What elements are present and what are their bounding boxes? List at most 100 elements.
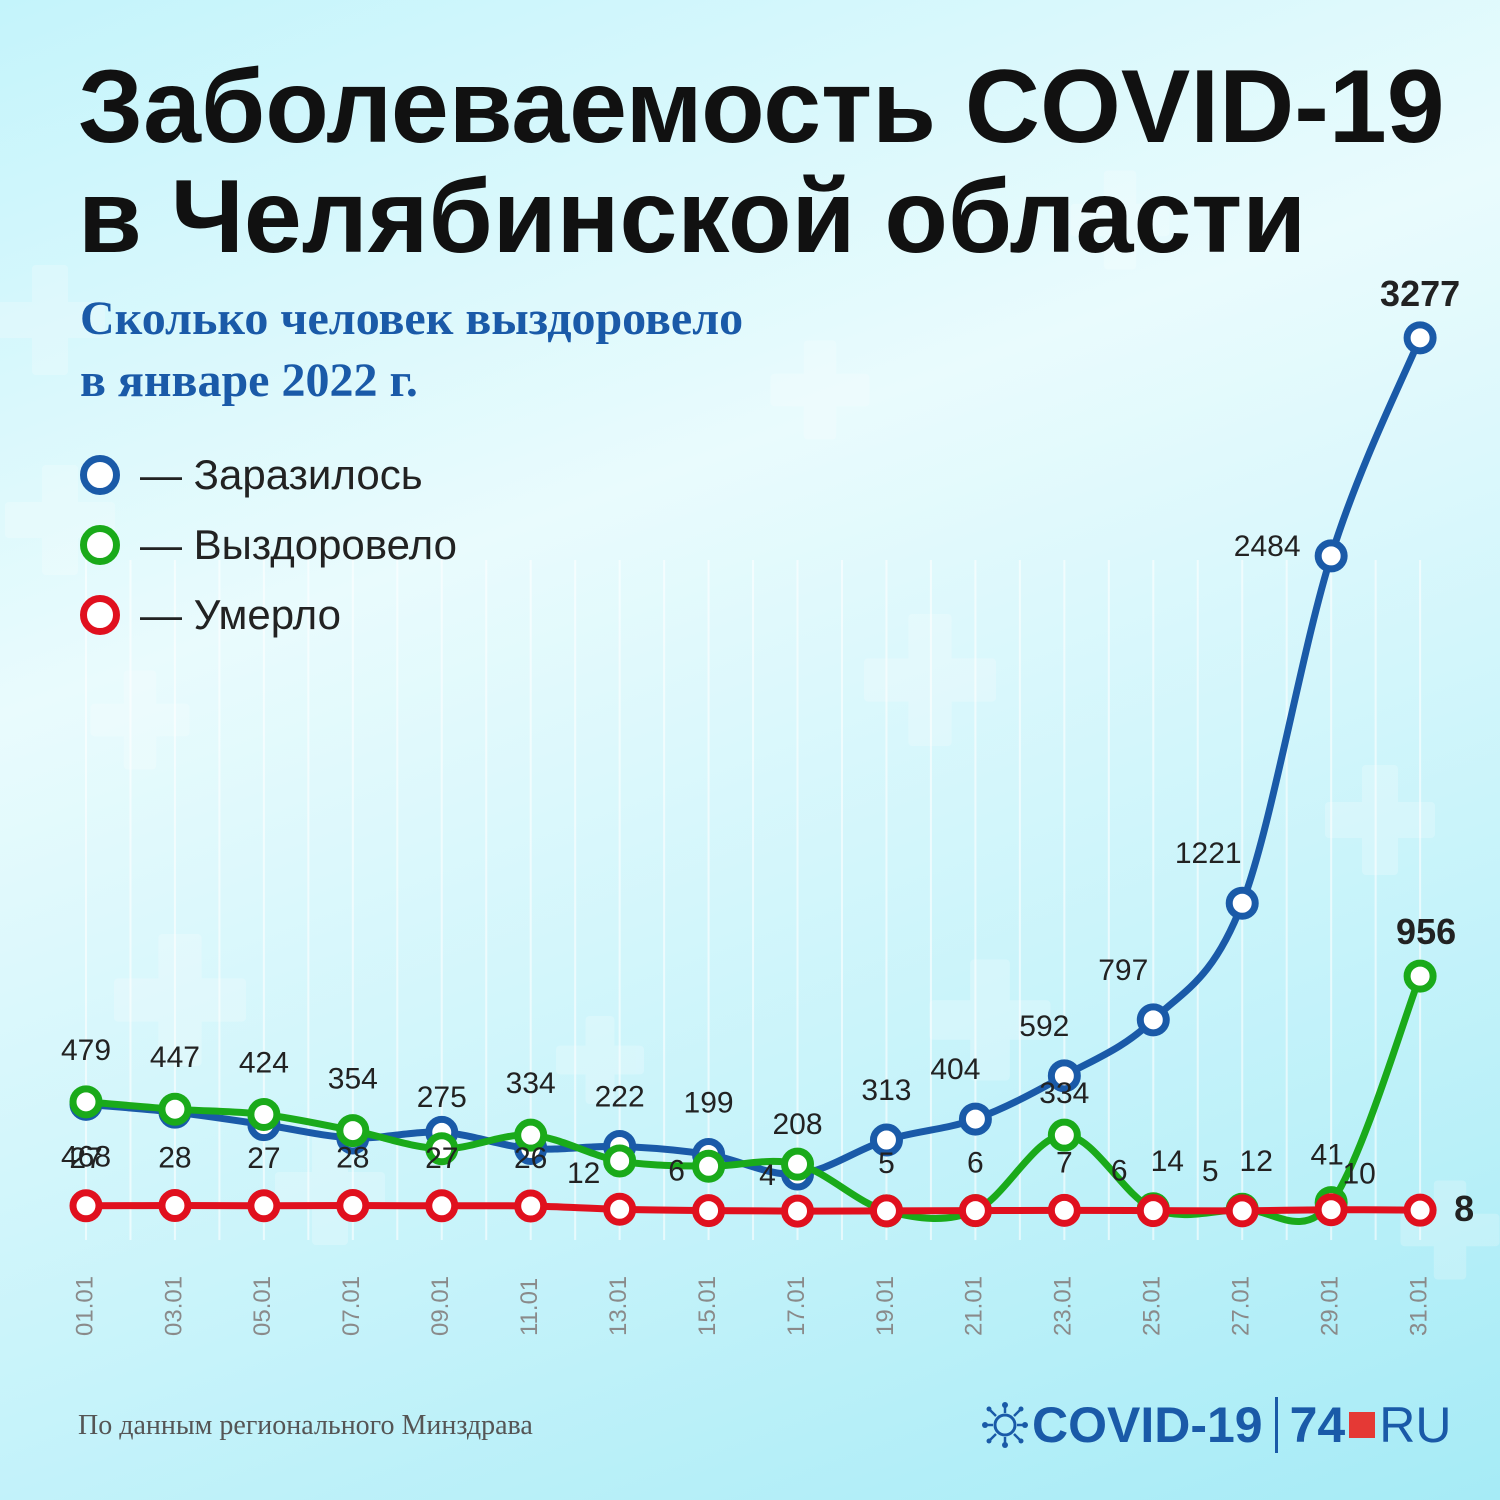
series-2 bbox=[69, 1189, 1437, 1228]
data-label: 4 bbox=[759, 1159, 776, 1192]
logo-separator bbox=[1274, 1397, 1278, 1453]
x-tick-label: 15.01 bbox=[694, 1276, 721, 1336]
data-label: 5 bbox=[878, 1147, 895, 1180]
legend-item-recovered: — Выздоровело bbox=[80, 510, 457, 580]
data-label: 424 bbox=[239, 1046, 289, 1079]
data-label: 7 bbox=[1056, 1146, 1073, 1179]
data-point bbox=[1225, 886, 1259, 920]
data-point bbox=[425, 1189, 459, 1223]
data-point bbox=[158, 1092, 192, 1126]
data-label: 208 bbox=[772, 1108, 822, 1141]
data-label: 8 bbox=[1454, 1188, 1474, 1229]
background-crosses bbox=[0, 170, 1500, 1280]
data-label: 28 bbox=[336, 1142, 369, 1175]
background-cross-icon bbox=[556, 1016, 644, 1104]
data-label: 199 bbox=[684, 1087, 734, 1120]
data-point bbox=[1314, 539, 1348, 573]
data-point bbox=[514, 1189, 548, 1223]
legend-label-recovered: — Выздоровело bbox=[140, 521, 457, 568]
data-point bbox=[958, 1194, 992, 1228]
data-point bbox=[425, 1132, 459, 1166]
data-point bbox=[1314, 1193, 1348, 1227]
legend-item-died: — Умерло bbox=[80, 580, 457, 650]
logo-text-ru: RU bbox=[1379, 1397, 1452, 1453]
chart-legend: — Заразилось — Выздоровело — Умерло bbox=[80, 440, 457, 650]
data-point bbox=[1136, 1003, 1170, 1037]
data-point bbox=[692, 1149, 726, 1183]
data-label: 14 bbox=[1151, 1145, 1184, 1178]
data-label: 592 bbox=[1019, 1010, 1069, 1043]
chart-grid bbox=[85, 560, 1422, 1240]
data-point bbox=[247, 1097, 281, 1131]
data-point bbox=[1136, 1194, 1170, 1228]
x-tick-label: 07.01 bbox=[338, 1276, 365, 1336]
data-label: 6 bbox=[668, 1155, 685, 1188]
subtitle-line-2: в январе 2022 г. bbox=[80, 354, 418, 407]
background-cross-icon bbox=[90, 670, 190, 770]
title-line-2: в Челябинской области bbox=[78, 159, 1307, 275]
virus-icon bbox=[982, 1402, 1028, 1448]
data-point bbox=[692, 1194, 726, 1228]
legend-label-died: — Умерло bbox=[140, 591, 341, 638]
data-label: 2484 bbox=[1234, 530, 1301, 563]
brand-logo[interactable]: COVID-19 74 RU bbox=[982, 1390, 1451, 1460]
data-label: 28 bbox=[158, 1142, 191, 1175]
data-label: 27 bbox=[425, 1142, 458, 1175]
data-point bbox=[514, 1118, 548, 1152]
data-label: 447 bbox=[150, 1041, 200, 1074]
data-point bbox=[869, 1194, 903, 1228]
x-tick-label: 03.01 bbox=[160, 1276, 187, 1336]
logo-text-74: 74 bbox=[1289, 1397, 1346, 1453]
data-point bbox=[69, 1085, 103, 1119]
x-tick-label: 21.01 bbox=[961, 1276, 988, 1336]
data-label: 27 bbox=[247, 1142, 280, 1175]
x-tick-label: 19.01 bbox=[872, 1276, 899, 1336]
background-cross-icon bbox=[770, 340, 870, 440]
x-tick-label: 09.01 bbox=[427, 1276, 454, 1336]
data-label: 10 bbox=[1342, 1158, 1375, 1191]
data-point bbox=[1225, 1194, 1259, 1228]
data-point bbox=[336, 1114, 370, 1148]
x-tick-label: 23.01 bbox=[1050, 1276, 1077, 1336]
data-label: 6 bbox=[967, 1147, 984, 1180]
data-point bbox=[781, 1147, 815, 1181]
data-label: 404 bbox=[930, 1053, 980, 1086]
background-cross-icon bbox=[0, 265, 105, 375]
chart-subtitle: Сколько человек выздоровело в январе 202… bbox=[80, 288, 743, 412]
x-tick-label: 27.01 bbox=[1228, 1276, 1255, 1336]
data-label: 468 bbox=[61, 1140, 111, 1173]
data-point bbox=[158, 1189, 192, 1223]
data-point bbox=[1403, 321, 1437, 355]
data-point bbox=[247, 1189, 281, 1223]
data-point bbox=[69, 1189, 103, 1223]
data-point bbox=[781, 1194, 815, 1228]
data-label: 1221 bbox=[1175, 837, 1242, 870]
x-tick-label: 29.01 bbox=[1317, 1276, 1344, 1336]
data-point bbox=[1047, 1193, 1081, 1227]
data-point bbox=[336, 1189, 370, 1223]
background-cross-icon bbox=[114, 934, 246, 1066]
x-tick-label: 05.01 bbox=[249, 1276, 276, 1336]
logo-red-square-icon bbox=[1349, 1412, 1376, 1438]
data-label: 27 bbox=[69, 1142, 102, 1175]
x-tick-label: 01.01 bbox=[71, 1276, 98, 1336]
background-cross-icon bbox=[1070, 170, 1170, 270]
data-point bbox=[1047, 1059, 1081, 1093]
data-label: 479 bbox=[61, 1034, 111, 1067]
source-note: По данным регионального Минздрава bbox=[78, 1410, 533, 1441]
data-point bbox=[958, 1102, 992, 1136]
data-point bbox=[1047, 1118, 1081, 1152]
data-label: 41 bbox=[1310, 1139, 1343, 1172]
x-tick-label: 25.01 bbox=[1139, 1276, 1166, 1336]
data-label: 354 bbox=[328, 1063, 378, 1096]
legend-item-infected: — Заразилось bbox=[80, 440, 457, 510]
x-tick-label: 31.01 bbox=[1405, 1276, 1432, 1336]
legend-marker-infected-icon bbox=[80, 455, 120, 495]
data-point bbox=[603, 1144, 637, 1178]
title-line-1: Заболеваемость COVID-19 bbox=[78, 49, 1445, 165]
data-point bbox=[603, 1192, 637, 1226]
x-tick-label: 13.01 bbox=[605, 1276, 632, 1336]
data-label: 5 bbox=[1202, 1155, 1219, 1188]
x-axis-ticks: 01.01 03.01 05.01 07.01 09.01 11.01 13.01 15.01… bbox=[71, 1276, 1432, 1336]
